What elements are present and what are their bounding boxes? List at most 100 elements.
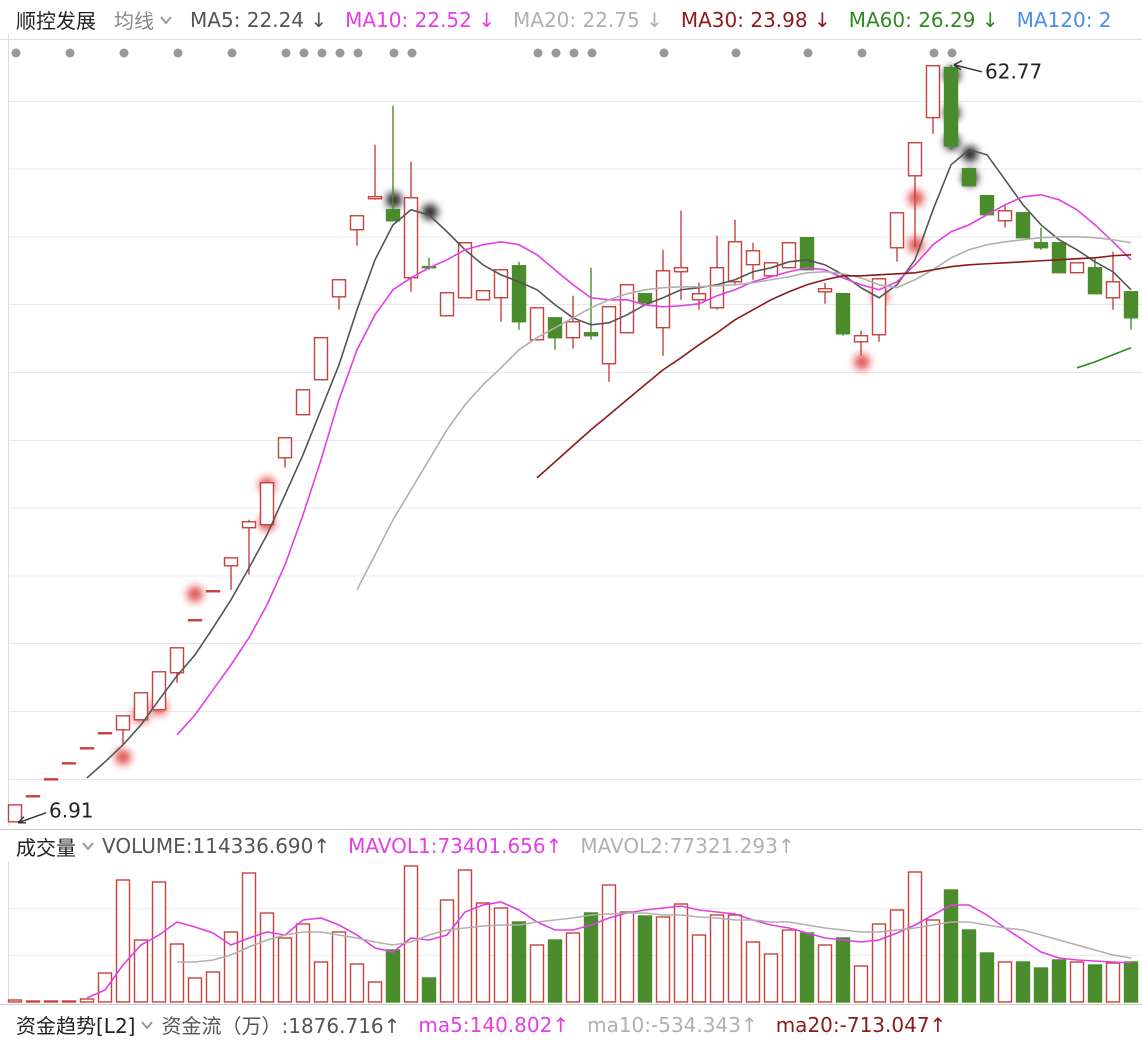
volume-selector[interactable]: 成交量 <box>16 832 94 861</box>
ma-line <box>356 235 1132 591</box>
candle-body <box>1105 281 1121 299</box>
candle-body <box>97 732 113 735</box>
volume-bar <box>979 952 995 1003</box>
candle-body <box>241 521 257 529</box>
candle-body <box>259 482 275 526</box>
signal-dot <box>353 48 363 58</box>
volume-bar <box>259 912 275 1003</box>
volume-value: VOLUME:114336.690↑ <box>102 834 331 858</box>
volume-bar <box>115 879 131 1003</box>
volume-bar <box>943 889 959 1003</box>
candle-body <box>817 287 833 293</box>
signal-dot <box>929 48 939 58</box>
candle-body <box>1123 291 1139 319</box>
signal-dot <box>281 48 291 58</box>
volume-bar <box>403 865 419 1003</box>
volume-bar <box>781 929 797 1003</box>
volume-bar <box>97 972 113 1003</box>
signal-glow <box>854 354 870 370</box>
candle-body <box>907 142 923 177</box>
candle-body <box>1087 266 1103 295</box>
signal-dot <box>857 48 867 58</box>
candle-body <box>673 266 689 273</box>
candle-body <box>691 292 707 301</box>
volume-bar <box>565 932 581 1003</box>
candle-body <box>709 266 725 309</box>
candle-body <box>1051 242 1067 274</box>
candle-body <box>1015 212 1031 239</box>
volume-header: 成交量 VOLUME:114336.690↑ MAVOL1:73401.656↑… <box>0 829 1142 862</box>
candle-body <box>925 65 941 119</box>
signal-dot <box>119 48 129 58</box>
price-header: 顺控发展 均线 MA5: 22.24 ↓ MA10: 22.52 ↓ MA20: 2… <box>0 0 1142 40</box>
volume-bar <box>835 937 851 1003</box>
volume-bar <box>727 914 743 1003</box>
ma-line <box>536 253 1132 479</box>
volume-bar <box>547 939 563 1003</box>
volume-bar <box>295 923 311 1003</box>
signal-dot <box>11 48 21 58</box>
signal-dot <box>731 48 741 58</box>
candle-body <box>79 747 95 750</box>
volume-bar <box>673 903 689 1003</box>
volume-bar <box>457 869 473 1003</box>
volume-bar <box>709 914 725 1003</box>
volume-bar <box>25 1000 41 1003</box>
ma-line <box>176 193 1132 736</box>
candle-body <box>295 389 311 416</box>
signal-dot <box>659 48 669 58</box>
volume-bar <box>619 911 635 1003</box>
candle-body <box>151 671 167 711</box>
volume-bar <box>493 907 509 1003</box>
signal-dot <box>947 48 957 58</box>
candle-body <box>187 619 203 622</box>
volume-bar <box>529 944 545 1003</box>
volume-bar <box>907 871 923 1003</box>
candle-body <box>619 284 635 334</box>
signal-glow <box>115 749 131 765</box>
volume-bar <box>277 937 293 1003</box>
mavol-legend: MAVOL2:77321.293↑ <box>580 834 795 858</box>
volume-bar <box>817 944 833 1003</box>
volume-bar <box>385 949 401 1003</box>
candle-body <box>889 212 905 249</box>
fund-selector[interactable]: 资金趋势[L2] <box>16 1010 154 1039</box>
volume-bar <box>655 916 671 1003</box>
volume-bar <box>79 998 95 1003</box>
signal-glow <box>386 192 402 208</box>
volume-bar <box>223 931 239 1003</box>
fund-indicator: ma20:-713.047↑ <box>775 1012 947 1037</box>
volume-bar <box>61 1000 77 1003</box>
dropdown-icon <box>82 842 94 850</box>
signal-dot <box>587 48 597 58</box>
volume-bar <box>169 943 185 1003</box>
volume-bar <box>601 884 617 1003</box>
volume-bar <box>205 971 221 1003</box>
ma-line <box>86 148 1132 779</box>
volume-bar <box>1087 964 1103 1003</box>
ma-line <box>1076 347 1132 369</box>
candle-body <box>25 795 41 798</box>
volume-bar <box>1105 962 1121 1003</box>
volume-bar <box>151 881 167 1003</box>
candle-body <box>169 647 185 674</box>
candle-body <box>835 292 851 335</box>
candle-body <box>799 237 815 271</box>
candle-body <box>331 279 347 298</box>
ma-line <box>86 901 1132 999</box>
signal-dot <box>65 48 75 58</box>
signal-dot <box>533 48 543 58</box>
volume-bar <box>961 929 977 1003</box>
volume-bar <box>889 909 905 1003</box>
candle-body <box>475 290 491 301</box>
volume-bar <box>853 965 869 1003</box>
ma-legend: MA60: 26.29 ↓ <box>848 7 999 32</box>
ma-selector[interactable]: 均线 <box>114 5 172 34</box>
volume-bar <box>43 1000 59 1003</box>
candle-body <box>727 241 743 283</box>
candle-body <box>133 692 149 721</box>
candle-body <box>115 715 131 731</box>
candle-body <box>511 265 527 323</box>
volume-title: 成交量 <box>16 835 76 860</box>
